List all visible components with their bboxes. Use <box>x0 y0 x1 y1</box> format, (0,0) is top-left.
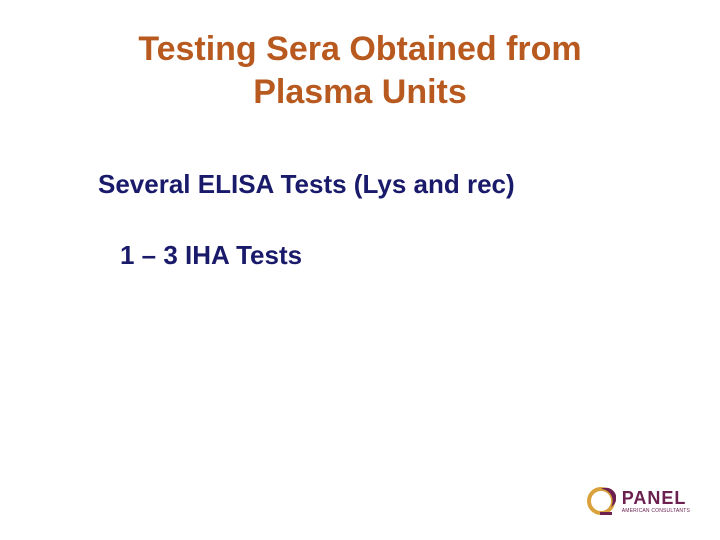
title-line-2: Plasma Units <box>253 73 467 111</box>
slide-title: Testing Sera Obtained from Plasma Units <box>60 28 660 113</box>
body-line-2: 1 – 3 IHA Tests <box>120 240 660 271</box>
footer-logo: PANEL AMERICAN CONSULTANTS <box>586 486 690 516</box>
logo-text-block: PANEL AMERICAN CONSULTANTS <box>622 488 690 514</box>
logo-mark-icon <box>586 486 616 516</box>
body-line-1: Several ELISA Tests (Lys and rec) <box>98 169 660 200</box>
title-line-1: Testing Sera Obtained from <box>138 30 581 68</box>
slide: Testing Sera Obtained from Plasma Units … <box>0 0 720 540</box>
logo-tagline: AMERICAN CONSULTANTS <box>622 508 690 514</box>
logo-text: PANEL <box>622 488 687 509</box>
